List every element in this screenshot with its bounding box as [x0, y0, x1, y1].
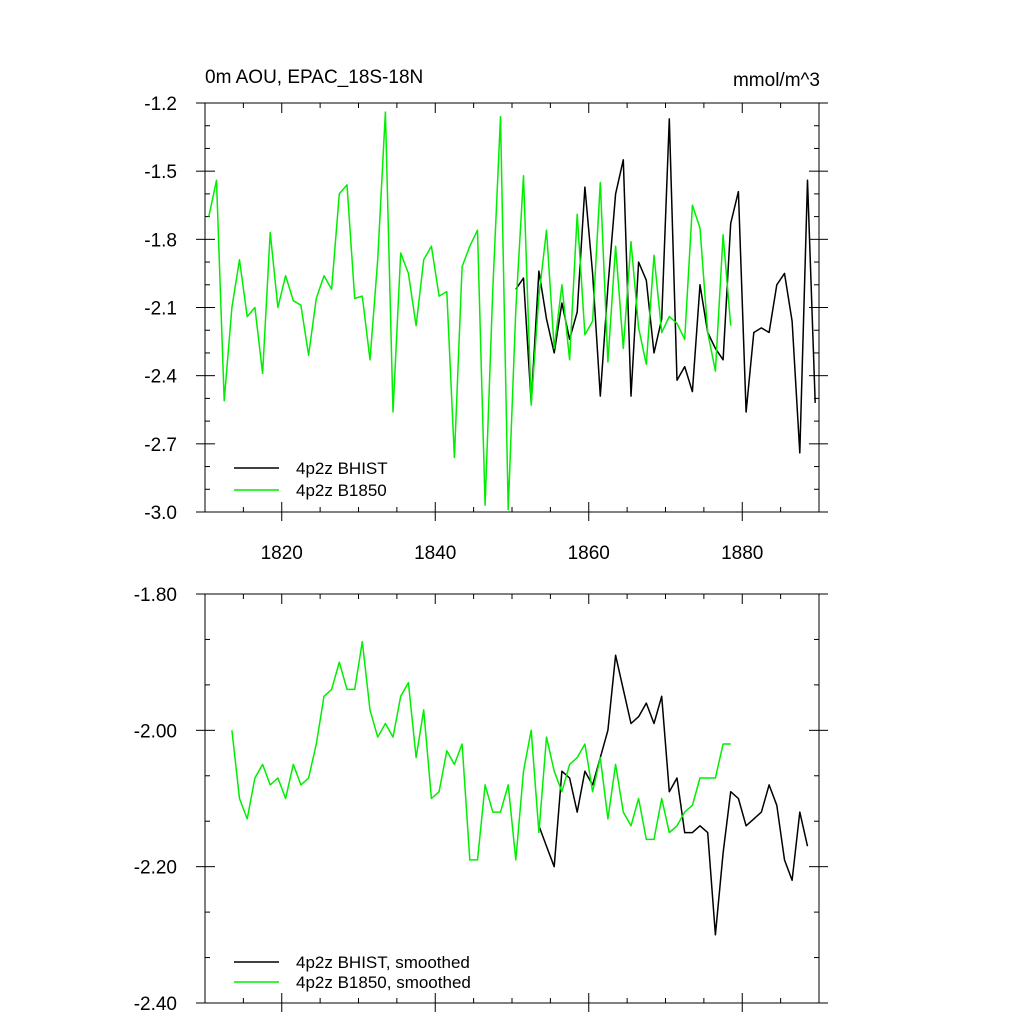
y-tick-label: -2.00	[134, 721, 177, 742]
bottom-axes: -2.40 -2.20 -2.00 -1.80	[134, 585, 828, 1015]
top-axes: 1820 1840 1860 1880 -3.0 -2.7 -2.4 -2.1 -1.8 -1.5…	[144, 94, 828, 564]
y-tick-label: -2.4	[144, 367, 177, 388]
y-tick-label: -2.20	[134, 858, 177, 879]
top-series	[208, 111, 816, 511]
bottom-series	[231, 640, 809, 936]
series-line-b1850-smoothed	[231, 640, 731, 861]
legend-label-b1850-smoothed: 4p2z B1850, smoothed	[296, 973, 471, 992]
x-tick-label: 1820	[261, 543, 303, 564]
legend-label-b1850: 4p2z B1850	[296, 481, 387, 500]
bottom-legend: 4p2z BHIST, smoothed 4p2z B1850, smoothe…	[234, 953, 471, 992]
y-tick-label: -2.40	[134, 994, 177, 1015]
top-panel: 0m AOU, EPAC_18S-18N mmol/m^3 1820 1840 18…	[144, 67, 828, 564]
series-line-bhist	[515, 118, 816, 454]
top-legend: 4p2z BHIST 4p2z B1850	[234, 459, 388, 500]
series-line-b1850	[208, 111, 732, 511]
bottom-plot-frame	[204, 593, 820, 1004]
x-tick-label: 1840	[414, 543, 456, 564]
y-tick-label: -1.80	[134, 585, 177, 606]
legend-label-bhist-smoothed: 4p2z BHIST, smoothed	[296, 953, 470, 972]
units-label: mmol/m^3	[733, 70, 820, 91]
bottom-panel: -2.40 -2.20 -2.00 -1.80 4p2z BHIST, smoothe…	[134, 585, 828, 1015]
top-plot-frame	[204, 102, 820, 513]
x-tick-label: 1880	[721, 543, 763, 564]
legend-label-bhist: 4p2z BHIST	[296, 459, 388, 478]
x-tick-label: 1860	[568, 543, 610, 564]
chart-title: 0m AOU, EPAC_18S-18N	[205, 67, 423, 88]
y-tick-label: -1.5	[144, 162, 177, 183]
y-tick-label: -2.1	[144, 299, 177, 320]
y-tick-label: -3.0	[144, 503, 177, 524]
y-tick-label: -1.2	[144, 94, 177, 115]
y-tick-label: -2.7	[144, 435, 177, 456]
y-tick-label: -1.8	[144, 230, 177, 251]
series-line-bhist-smoothed	[538, 654, 809, 936]
